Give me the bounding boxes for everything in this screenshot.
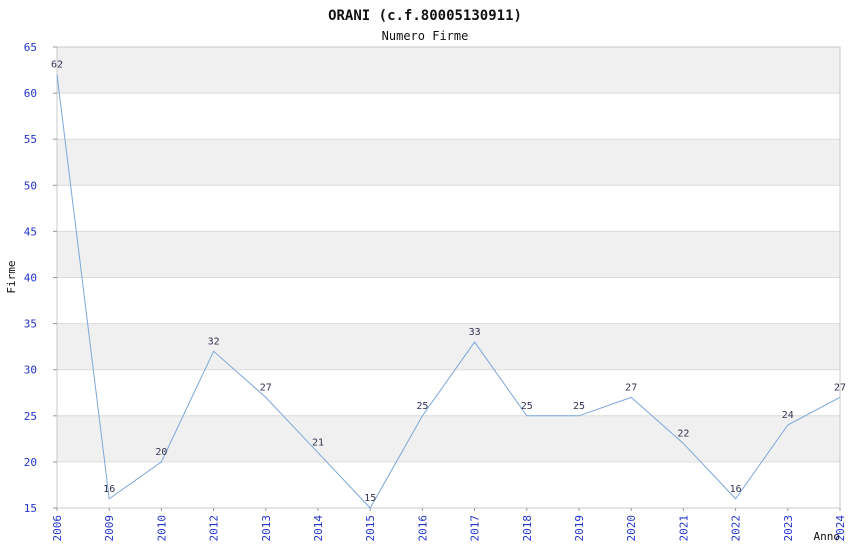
point-labels: 62 16 20 32 27 21 15 25 33 25 25 27 22 16 24 27 xyxy=(51,60,846,504)
point-label: 25 xyxy=(416,401,428,412)
y-tick-label: 45 xyxy=(24,225,37,238)
y-tick-label: 35 xyxy=(24,318,37,331)
point-label: 27 xyxy=(260,382,272,393)
point-label: 20 xyxy=(155,447,167,458)
plot-band xyxy=(57,369,840,416)
point-label: 21 xyxy=(312,438,324,449)
x-tick-label: 2010 xyxy=(155,515,168,542)
y-tick-label: 20 xyxy=(24,456,37,469)
point-label: 27 xyxy=(625,382,637,393)
point-label: 22 xyxy=(677,428,689,439)
y-axis-ticks: 15 20 25 30 35 40 45 50 55 60 65 xyxy=(24,41,57,515)
point-label: 24 xyxy=(782,410,794,421)
point-label: 25 xyxy=(521,401,533,412)
x-tick-label: 2006 xyxy=(51,515,64,542)
x-axis-ticks: 2006 2009 2010 2012 2013 2014 2015 2016 2017 2018… xyxy=(51,508,847,542)
x-tick-label: 2020 xyxy=(625,515,638,542)
x-tick-label: 2021 xyxy=(677,515,690,542)
data-series xyxy=(56,74,841,509)
point-label: 33 xyxy=(469,327,481,338)
plot-band xyxy=(57,461,840,508)
y-tick-label: 15 xyxy=(24,502,37,515)
x-tick-label: 2019 xyxy=(573,515,586,542)
x-tick-label: 2018 xyxy=(521,515,534,542)
y-tick-label: 30 xyxy=(24,364,37,377)
point-label: 16 xyxy=(103,484,115,495)
x-tick-label: 2013 xyxy=(260,515,273,542)
point-label: 25 xyxy=(573,401,585,412)
x-tick-label: 2022 xyxy=(730,515,743,542)
plot-band xyxy=(57,185,840,232)
x-tick-label: 2023 xyxy=(782,515,795,542)
x-tick-label: 2009 xyxy=(103,515,116,542)
y-tick-label: 40 xyxy=(24,272,37,285)
x-tick-label: 2015 xyxy=(364,515,377,542)
point-label: 15 xyxy=(364,493,376,504)
series-line xyxy=(56,74,841,509)
plot-band xyxy=(57,415,840,462)
y-tick-label: 60 xyxy=(24,87,37,100)
plot-band xyxy=(57,231,840,278)
x-tick-label: 2014 xyxy=(312,515,325,542)
y-tick-label: 55 xyxy=(24,133,37,146)
point-label: 62 xyxy=(51,60,63,71)
plot-band xyxy=(57,323,840,370)
x-tick-label: 2024 xyxy=(834,515,847,542)
plot-bands xyxy=(57,47,840,508)
plot-band xyxy=(57,277,840,324)
chart-subtitle: Numero Firme xyxy=(382,29,469,43)
x-tick-label: 2016 xyxy=(416,515,429,542)
y-tick-label: 25 xyxy=(24,410,37,423)
point-label: 27 xyxy=(834,382,846,393)
y-tick-label: 50 xyxy=(24,179,37,192)
x-tick-label: 2012 xyxy=(208,515,221,542)
plot-band xyxy=(57,47,840,94)
x-axis-label: Anno xyxy=(814,530,841,543)
point-label: 32 xyxy=(208,336,220,347)
point-label: 16 xyxy=(730,484,742,495)
chart-title: ORANI (c.f.80005130911) xyxy=(328,8,522,24)
y-axis-label: Firme xyxy=(5,260,18,293)
plot-band xyxy=(57,93,840,140)
plot-band xyxy=(57,139,840,186)
y-tick-label: 65 xyxy=(24,41,37,54)
x-tick-label: 2017 xyxy=(469,515,482,542)
